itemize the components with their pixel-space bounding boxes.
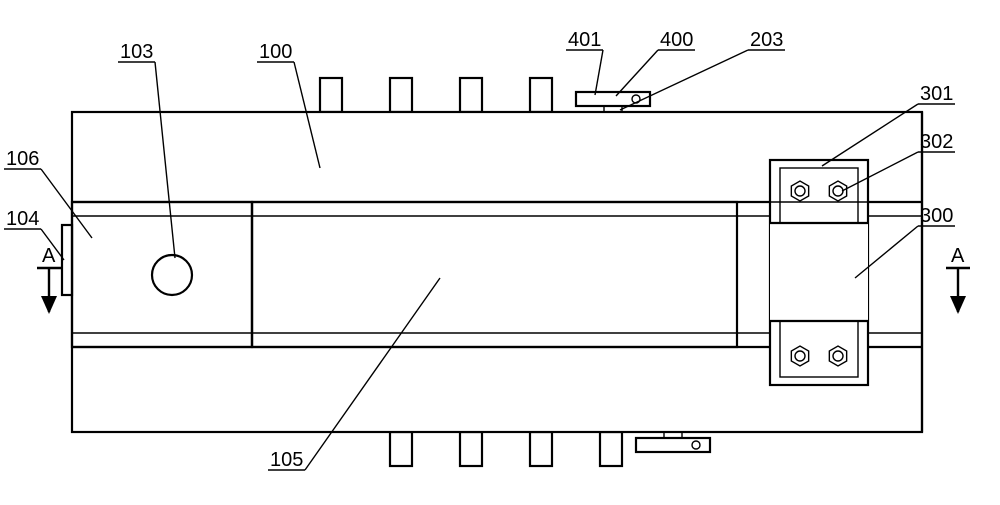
svg-text:104: 104 bbox=[6, 208, 39, 230]
svg-text:105: 105 bbox=[270, 449, 303, 471]
svg-text:300: 300 bbox=[920, 205, 953, 227]
svg-text:A: A bbox=[951, 245, 965, 267]
svg-text:203: 203 bbox=[750, 29, 783, 51]
svg-text:100: 100 bbox=[259, 41, 292, 63]
svg-text:106: 106 bbox=[6, 148, 39, 170]
svg-text:103: 103 bbox=[120, 41, 153, 63]
svg-text:400: 400 bbox=[660, 29, 693, 51]
svg-text:A: A bbox=[42, 245, 56, 267]
svg-text:301: 301 bbox=[920, 83, 953, 105]
engineering-diagram: A A 100 103 104 105 106 203 300 301 302 400 401 bbox=[0, 0, 1000, 505]
svg-text:401: 401 bbox=[568, 29, 601, 51]
svg-text:302: 302 bbox=[920, 131, 953, 153]
